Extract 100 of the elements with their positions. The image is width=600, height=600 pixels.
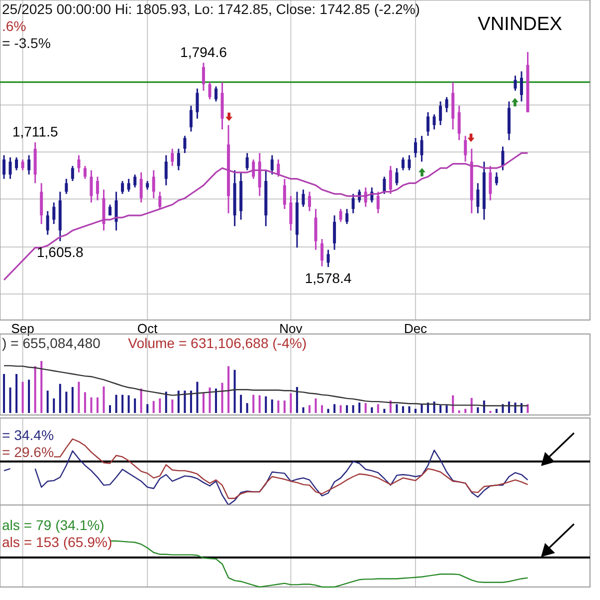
- bar: [65, 392, 68, 413]
- candlestick: [133, 174, 136, 188]
- candlestick: [445, 96, 448, 113]
- candlestick: [2, 154, 6, 180]
- bar: [34, 366, 36, 413]
- bar: [202, 393, 205, 413]
- bar: [208, 388, 211, 413]
- annotation: 1,711.5: [12, 123, 58, 140]
- candlestick: [183, 135, 186, 154]
- candlestick: [414, 137, 418, 158]
- candlestick: [458, 105, 461, 141]
- bar: [246, 403, 248, 413]
- candlestick: [21, 158, 24, 171]
- bar: [396, 404, 398, 413]
- candlestick: [52, 202, 56, 225]
- series-label: als = 79 (34.1%): [2, 517, 104, 533]
- bar: [320, 405, 323, 413]
- series-label: = 34.4%: [2, 427, 54, 443]
- series-label: = 29.6%: [2, 444, 54, 460]
- candlestick: [488, 165, 492, 202]
- candlestick: [382, 176, 386, 195]
- bar: [240, 394, 242, 413]
- candlestick: [177, 148, 180, 171]
- bar: [327, 408, 330, 413]
- bar: [252, 394, 254, 413]
- bar: [352, 405, 354, 413]
- candlestick: [120, 180, 124, 195]
- bar: [476, 407, 479, 413]
- bar: [102, 386, 105, 413]
- bar: [390, 400, 392, 413]
- candlestick: [376, 191, 380, 214]
- bar: [28, 380, 30, 413]
- candlestick: [420, 135, 424, 162]
- bar: [108, 405, 111, 413]
- bar: [526, 404, 529, 413]
- annotation: als = 153 (65.9%): [2, 534, 112, 550]
- bar: [9, 388, 12, 413]
- bar: [115, 394, 118, 413]
- candlestick: [46, 210, 50, 236]
- text: 25/2025 00:00:00 Hi: 1805.93, Lo: 1742.85, Close: 1742.85 (-2.2%): [2, 1, 420, 17]
- text: .6%: [2, 18, 26, 34]
- candlestick: [408, 154, 411, 171]
- bar: [439, 405, 442, 413]
- bar: [140, 388, 142, 413]
- candlestick: [127, 178, 130, 192]
- bar: [22, 382, 24, 413]
- bar: [227, 366, 230, 413]
- chart-title: VNINDEX: [478, 14, 563, 35]
- candlestick: [84, 165, 87, 180]
- candlestick: [314, 208, 318, 251]
- x-tick-label: Oct: [137, 321, 158, 336]
- bar: [346, 405, 348, 413]
- candlestick: [27, 154, 30, 176]
- bar: [496, 408, 498, 413]
- bar: [420, 404, 423, 413]
- bar: [358, 402, 360, 413]
- bar: [364, 403, 367, 413]
- bar: [340, 405, 342, 413]
- text: Volume = 631,106,688 (-4%): [128, 335, 307, 351]
- bar: [402, 406, 404, 413]
- candlestick: [339, 208, 342, 223]
- candlestick: [289, 195, 292, 232]
- bar: [464, 408, 466, 413]
- bar: [146, 404, 148, 413]
- candlestick: [426, 111, 430, 137]
- candlestick: [190, 105, 193, 132]
- annotation: 1,605.8: [36, 244, 84, 260]
- bar: [72, 387, 74, 413]
- candlestick: [77, 154, 80, 174]
- candlestick: [108, 204, 112, 216]
- bar: [221, 382, 224, 413]
- bar: [264, 396, 267, 413]
- candlestick: [302, 188, 305, 208]
- bar: [59, 384, 62, 413]
- candlestick: [196, 88, 199, 120]
- bar: [90, 397, 92, 413]
- candlestick: [90, 170, 93, 204]
- candlestick: [158, 191, 162, 210]
- candlestick: [352, 193, 355, 214]
- candlestick: [389, 165, 392, 195]
- bar: [134, 398, 136, 413]
- bar: [196, 382, 198, 413]
- candlestick: [276, 158, 280, 178]
- candlestick: [170, 148, 174, 167]
- bar: [3, 374, 5, 413]
- bar: [152, 401, 155, 413]
- annotation: 1,794.6: [180, 44, 228, 60]
- bar: [158, 398, 161, 413]
- bar: [171, 399, 174, 413]
- candlestick: [40, 182, 43, 225]
- candlestick: [208, 81, 212, 100]
- bar: [452, 395, 454, 413]
- annotation: 1,578.4: [304, 270, 352, 286]
- bar: [302, 407, 304, 413]
- candlestick: [520, 70, 524, 102]
- x-tick-label: Sep: [11, 321, 34, 336]
- bar: [190, 390, 192, 413]
- bar: [414, 408, 417, 413]
- bar: [40, 361, 42, 413]
- bar: [78, 382, 80, 413]
